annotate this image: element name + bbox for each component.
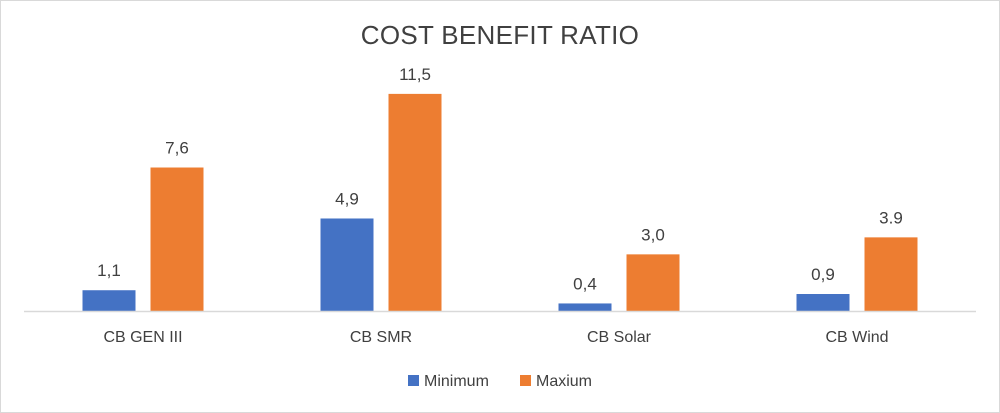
x-tick-label-3: CB Wind	[825, 329, 888, 346]
data-label-maxium-2: 3,0	[641, 225, 665, 244]
legend-label-minimum: Minimum	[424, 373, 489, 390]
bar-maxium-1	[388, 93, 442, 311]
legend-label-maxium: Maxium	[536, 373, 592, 390]
data-label-minimum-0: 1,1	[97, 261, 121, 280]
bar-maxium-2	[626, 254, 680, 311]
chart-title: COST BENEFIT RATIO	[360, 20, 640, 50]
data-label-maxium-3: 3.9	[879, 208, 903, 227]
data-label-minimum-3: 0,9	[811, 265, 835, 284]
data-label-minimum-1: 4,9	[335, 189, 359, 208]
legend: Minimum Maxium	[408, 373, 592, 390]
x-tick-labels-group: CB GEN III CB SMR CB Solar CB Wind	[103, 329, 888, 346]
bar-maxium-0	[150, 167, 204, 311]
data-label-maxium-0: 7,6	[165, 139, 189, 158]
data-label-minimum-2: 0,4	[573, 274, 597, 293]
data-label-maxium-1: 11,5	[399, 65, 431, 84]
x-tick-label-1: CB SMR	[350, 329, 412, 346]
bar-minimum-1	[320, 218, 374, 311]
legend-swatch-maxium	[520, 375, 531, 386]
bar-minimum-3	[796, 294, 850, 311]
bars-group	[82, 93, 918, 311]
legend-swatch-minimum	[408, 375, 419, 386]
bar-minimum-2	[558, 303, 612, 311]
data-labels-group: 1,1 7,6 4,9 11,5 0,4 3,0 0,9 3.9	[97, 65, 903, 294]
bar-maxium-3	[864, 237, 918, 311]
x-tick-label-2: CB Solar	[587, 329, 652, 346]
x-tick-label-0: CB GEN III	[103, 329, 182, 346]
bar-minimum-0	[82, 290, 136, 311]
